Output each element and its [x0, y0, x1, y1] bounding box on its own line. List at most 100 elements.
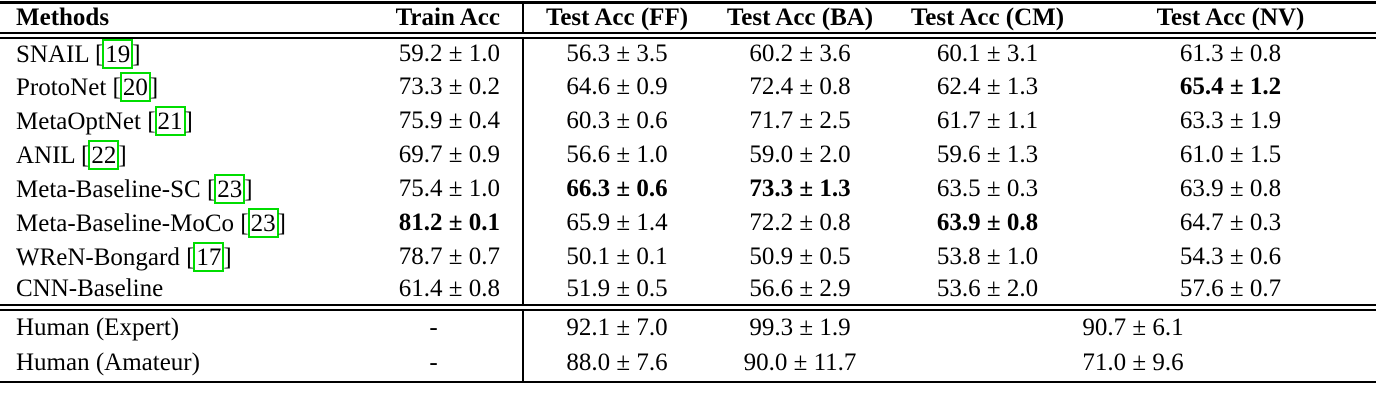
- test-acc-ba-cell: 72.2 ± 0.8: [749, 208, 851, 236]
- table-row-anil: ANIL [22] 69.7 ± 0.9 56.6 ± 1.0 59.0 ± 2…: [0, 137, 1376, 172]
- train-acc-cell: 75.9 ± 0.4: [345, 103, 524, 138]
- test-acc-ba-cell: 72.4 ± 0.8: [749, 72, 851, 100]
- test-acc-nv-cell: 57.6 ± 0.7: [1179, 274, 1282, 302]
- table-row-snail: SNAIL [19] 59.2 ± 1.0 56.3 ± 3.5 60.2 ± …: [0, 35, 1376, 70]
- test-acc-cm-cell: 61.7 ± 1.1: [936, 106, 1039, 134]
- table-row-cnn-baseline: CNN-Baseline [] 61.4 ± 0.8 51.9 ± 0.5 56…: [0, 273, 1376, 308]
- test-acc-cm-nv-merged-cell: 71.0 ± 9.6: [1082, 348, 1184, 376]
- table-row-meta-baseline-moco: Meta-Baseline-MoCo [23] 81.2 ± 0.1 65.9 …: [0, 205, 1376, 240]
- citation-link[interactable]: 23: [214, 173, 246, 204]
- method-name: Human (Amateur): [16, 348, 200, 376]
- citation: [19]: [88, 39, 141, 70]
- citation: [23]: [200, 173, 253, 204]
- train-acc-cell: 69.7 ± 0.9: [345, 137, 524, 172]
- citation-link[interactable]: 19: [102, 39, 134, 70]
- col-header-test-acc-ff: Test Acc (FF): [545, 4, 689, 31]
- train-acc-cell: -: [345, 344, 524, 382]
- col-header-test-acc-nv: Test Acc (NV): [1156, 4, 1305, 31]
- test-acc-ba-cell: 60.2 ± 3.6: [749, 40, 851, 68]
- train-acc-cell: 81.2 ± 0.1: [345, 205, 524, 240]
- test-acc-nv-cell: 64.7 ± 0.3: [1179, 208, 1282, 236]
- test-acc-nv-cell: 63.9 ± 0.8: [1179, 174, 1282, 202]
- citation: [22]: [74, 139, 127, 170]
- col-header-test-acc-ba: Test Acc (BA): [726, 4, 874, 31]
- test-acc-ff-cell: 56.6 ± 1.0: [566, 140, 668, 168]
- test-acc-ff-cell: 56.3 ± 3.5: [566, 40, 668, 68]
- method-cell: MetaOptNet [21]: [0, 104, 345, 138]
- table-row-metaoptnet: MetaOptNet [21] 75.9 ± 0.4 60.3 ± 0.6 71…: [0, 103, 1376, 138]
- table-row-meta-baseline-sc: Meta-Baseline-SC [23] 75.4 ± 1.0 66.3 ± …: [0, 171, 1376, 206]
- col-header-train-acc: Train Acc: [345, 2, 524, 36]
- test-acc-ff-cell: 65.9 ± 1.4: [566, 208, 668, 236]
- citation-link[interactable]: 23: [247, 207, 279, 238]
- citation-link[interactable]: 20: [119, 71, 151, 102]
- table-row-protonet: ProtoNet [20] 73.3 ± 0.2 64.6 ± 0.9 72.4…: [0, 69, 1376, 104]
- method-cell: Human (Amateur): [0, 345, 345, 382]
- method-name: Meta-Baseline-SC: [16, 175, 201, 203]
- test-acc-nv-cell: 63.3 ± 1.9: [1179, 106, 1282, 134]
- test-acc-ba-cell: 56.6 ± 2.9: [749, 274, 851, 302]
- method-cell: SNAIL [19]: [0, 36, 345, 70]
- train-acc-cell: 61.4 ± 0.8: [345, 273, 524, 308]
- test-acc-cm-cell: 62.4 ± 1.3: [936, 72, 1039, 100]
- test-acc-ba-cell: 59.0 ± 2.0: [749, 140, 851, 168]
- test-acc-ba-cell: 99.3 ± 1.9: [749, 313, 851, 341]
- method-name: ProtoNet: [16, 73, 107, 101]
- test-acc-ba-cell: 71.7 ± 2.5: [749, 106, 851, 134]
- method-name: Human (Expert): [16, 313, 180, 341]
- test-acc-ff-cell: 64.6 ± 0.9: [566, 72, 668, 100]
- method-name: MetaOptNet: [16, 107, 141, 135]
- method-name: Meta-Baseline-MoCo: [16, 209, 235, 237]
- method-name: ANIL: [16, 141, 75, 169]
- test-acc-cm-nv-merged-cell: 90.7 ± 6.1: [1082, 313, 1184, 341]
- test-acc-nv-cell: 61.3 ± 0.8: [1179, 40, 1282, 68]
- test-acc-ba-cell: 50.9 ± 0.5: [749, 242, 851, 270]
- test-acc-cm-cell: 63.9 ± 0.8: [936, 208, 1039, 236]
- citation: [17]: [179, 241, 232, 272]
- test-acc-cm-cell: 59.6 ± 1.3: [936, 140, 1039, 168]
- method-cell: CNN-Baseline []: [0, 274, 345, 308]
- test-acc-cm-cell: 53.6 ± 2.0: [936, 274, 1039, 302]
- method-cell: Meta-Baseline-MoCo [23]: [0, 206, 345, 240]
- train-acc-cell: 78.7 ± 0.7: [345, 239, 524, 274]
- test-acc-ff-cell: 88.0 ± 7.6: [566, 348, 668, 376]
- method-cell: WReN-Bongard [17]: [0, 240, 345, 274]
- test-acc-nv-cell: 61.0 ± 1.5: [1179, 140, 1282, 168]
- method-cell: ProtoNet [20]: [0, 70, 345, 104]
- test-acc-ff-cell: 50.1 ± 0.1: [566, 242, 668, 270]
- table-header-row: Methods Train Acc Test Acc (FF) Test Acc…: [0, 2, 1376, 36]
- citation: [20]: [106, 71, 159, 102]
- method-name: WReN-Bongard: [16, 243, 180, 271]
- citation-link[interactable]: 17: [193, 241, 225, 272]
- test-acc-ba-cell: 90.0 ± 11.7: [743, 348, 857, 376]
- method-cell: ANIL [22]: [0, 138, 345, 172]
- test-acc-cm-cell: 53.8 ± 1.0: [936, 242, 1039, 270]
- test-acc-ff-cell: 51.9 ± 0.5: [566, 274, 668, 302]
- table-row-human-amateur: Human (Amateur) - 88.0 ± 7.6 90.0 ± 11.7…: [0, 344, 1376, 382]
- table-row-wren-bongard: WReN-Bongard [17] 78.7 ± 0.7 50.1 ± 0.1 …: [0, 239, 1376, 274]
- test-acc-nv-cell: 65.4 ± 1.2: [1179, 72, 1282, 100]
- citation-link[interactable]: 21: [154, 105, 186, 136]
- train-acc-cell: 73.3 ± 0.2: [345, 69, 524, 104]
- test-acc-ff-cell: 66.3 ± 0.6: [566, 174, 668, 202]
- method-name: CNN-Baseline: [16, 274, 164, 302]
- test-acc-cm-cell: 60.1 ± 3.1: [936, 40, 1039, 68]
- test-acc-cm-cell: 63.5 ± 0.3: [936, 174, 1039, 202]
- train-acc-cell: 75.4 ± 1.0: [345, 171, 524, 206]
- citation-link[interactable]: 22: [88, 139, 120, 170]
- method-cell: Human (Expert): [0, 308, 345, 345]
- test-acc-ba-cell: 73.3 ± 1.3: [749, 174, 851, 202]
- method-name: SNAIL: [16, 41, 89, 69]
- test-acc-nv-cell: 54.3 ± 0.6: [1179, 242, 1282, 270]
- method-cell: Meta-Baseline-SC [23]: [0, 172, 345, 206]
- citation: [21]: [140, 105, 193, 136]
- table-row-human-expert: Human (Expert) - 92.1 ± 7.0 99.3 ± 1.9 9…: [0, 307, 1376, 345]
- citation: [23]: [234, 207, 286, 238]
- train-acc-cell: -: [345, 307, 524, 345]
- test-acc-ff-cell: 92.1 ± 7.0: [566, 313, 668, 341]
- train-acc-cell: 59.2 ± 1.0: [345, 35, 524, 70]
- results-table: Methods Train Acc Test Acc (FF) Test Acc…: [0, 1, 1376, 383]
- test-acc-ff-cell: 60.3 ± 0.6: [566, 106, 668, 134]
- col-header-test-acc-cm: Test Acc (CM): [910, 4, 1065, 31]
